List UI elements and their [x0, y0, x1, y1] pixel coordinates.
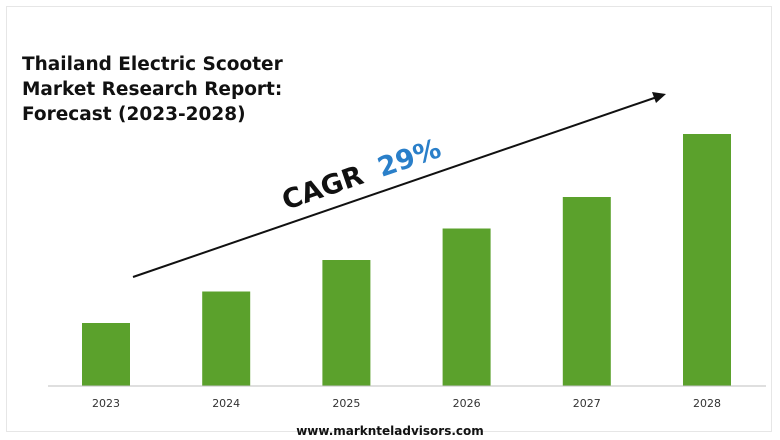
x-tick-label-2026: 2026	[453, 397, 481, 410]
bar-2025	[322, 260, 371, 386]
bar-2023	[82, 323, 130, 386]
x-tick-label-2028: 2028	[693, 397, 721, 410]
bars-group	[82, 134, 731, 386]
trend-arrow-head	[652, 92, 666, 103]
chart-frame	[6, 6, 772, 432]
x-tick-label-2025: 2025	[332, 397, 360, 410]
x-tick-label-2024: 2024	[212, 397, 240, 410]
trend-arrow-line	[132, 95, 661, 278]
cagr-annotation: CAGR 29%	[278, 133, 445, 216]
x-tick-label-2027: 2027	[573, 397, 601, 410]
x-tick-label-2023: 2023	[92, 397, 120, 410]
cagr-label: CAGR	[278, 160, 367, 217]
bar-2026	[442, 228, 491, 386]
title-line-2: Market Research Report:	[22, 79, 283, 100]
svg-text:CAGR 29%: CAGR 29%	[278, 133, 445, 216]
title-line-1: Thailand Electric Scooter	[22, 54, 283, 75]
bar-2028	[683, 134, 731, 386]
title-line-3: Forecast (2023-2028)	[22, 104, 246, 125]
cagr-value: 29%	[374, 133, 445, 183]
footer-url: www.marknteladvisors.com	[296, 424, 484, 438]
bar-2027	[562, 197, 611, 386]
chart-title: Thailand Electric Scooter Market Researc…	[22, 52, 322, 127]
x-tick-labels: 2023 2024 2025 2026 2027 2028	[92, 397, 721, 410]
bar-2024	[202, 291, 251, 386]
